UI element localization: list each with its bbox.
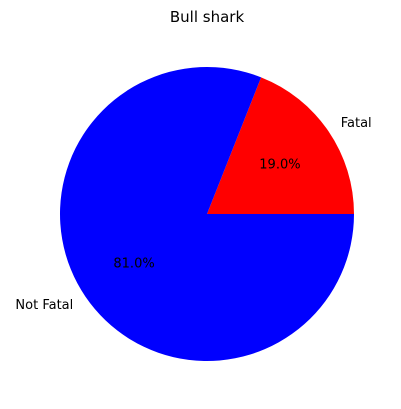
pie-slice-fatal xyxy=(207,77,354,215)
slice-percent-not-fatal: 81.0% xyxy=(113,257,154,272)
slice-label-not-fatal: Not Fatal xyxy=(15,298,73,313)
pie-labels: Fatal 19.0% Not Fatal 81.0% xyxy=(15,116,371,313)
pie-slices xyxy=(60,67,355,362)
slice-label-fatal: Fatal xyxy=(341,116,372,131)
chart-title: Bull shark xyxy=(170,8,245,26)
slice-percent-fatal: 19.0% xyxy=(259,157,300,172)
pie-slice-not-fatal xyxy=(60,67,355,362)
